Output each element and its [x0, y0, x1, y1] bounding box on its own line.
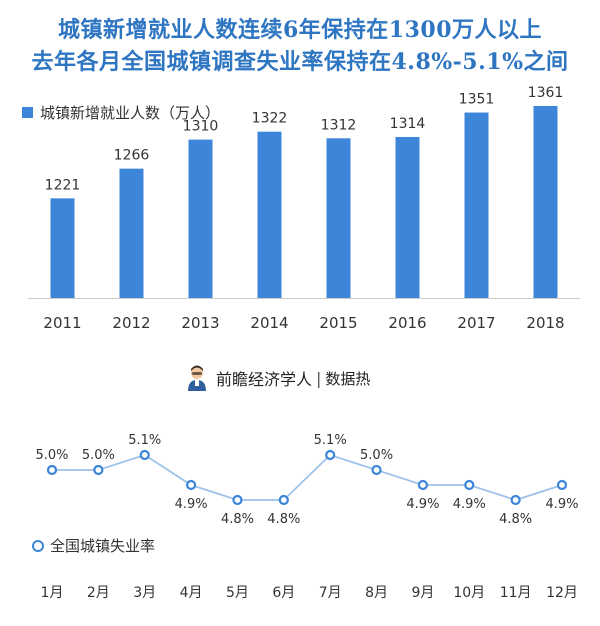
- bar-legend-swatch: [22, 107, 33, 118]
- bar-data-label-2011: 1221: [45, 177, 81, 193]
- line-x-tick-label-8月: 8月: [365, 585, 388, 601]
- line-data-label-2月: 5.0%: [82, 448, 115, 463]
- brand-name: 前瞻经济学人: [216, 370, 313, 389]
- brand-source: 数据热: [325, 369, 371, 388]
- line-point-5月: [232, 494, 243, 506]
- bar-data-label-2017: 1351: [459, 92, 495, 108]
- line-point-9月: [417, 479, 429, 491]
- bar-x-tick-label-2012: 2012: [112, 314, 150, 332]
- line-legend-label: 全国城镇失业率: [50, 537, 156, 555]
- bar-chart: 1221 2011 1266 2012 1310 2013 1322 2014 1312 2015…: [28, 85, 580, 332]
- line-point-12月: [556, 479, 568, 491]
- line-data-label-12月: 4.9%: [545, 497, 578, 512]
- line-point-3月: [139, 449, 150, 461]
- bar-2017: [464, 112, 489, 298]
- line-data-label-9月: 4.9%: [406, 497, 439, 512]
- line-x-tick-label-11月: 11月: [500, 585, 532, 601]
- line-data-label-7月: 5.1%: [314, 433, 347, 448]
- bar-x-tick-label-2015: 2015: [319, 314, 357, 332]
- bar-x-tick-label-2014: 2014: [250, 314, 288, 332]
- line-legend: 全国城镇失业率: [32, 535, 155, 556]
- brand-watermark: 前瞻经济学人 | 数据热: [186, 365, 370, 391]
- bar-2011: [50, 198, 75, 298]
- line-data-label-1月: 5.0%: [35, 448, 68, 463]
- line-x-tick-label-2月: 2月: [87, 585, 110, 601]
- bar-legend: 城镇新增就业人数（万人）: [22, 102, 220, 123]
- bar-legend-label: 城镇新增就业人数（万人）: [40, 104, 221, 122]
- bar-data-label-2016: 1314: [390, 116, 426, 132]
- line-data-label-3月: 5.1%: [128, 433, 161, 448]
- line-x-tick-label-12月: 12月: [546, 585, 578, 601]
- line-point-11月: [510, 494, 521, 506]
- line-point-4月: [185, 479, 197, 491]
- brand-separator: |: [316, 368, 322, 388]
- bar-2016: [395, 136, 420, 298]
- bar-x-tick-label-2013: 2013: [181, 314, 219, 332]
- line-x-tick-label-4月: 4月: [180, 585, 203, 601]
- bar-2014: [257, 131, 282, 298]
- bar-data-label-2013: 1310: [183, 119, 219, 135]
- unemployment-series-line: [52, 453, 563, 501]
- line-data-label-6月: 4.8%: [267, 512, 300, 527]
- chart-title-line-1: 城镇新增就业人数连续6年保持在1300万人以上: [57, 17, 543, 43]
- line-legend-marker: [32, 539, 44, 552]
- chart-title-line-2: 去年各月全国城镇调查失业率保持在4.8%-5.1%之间: [31, 49, 569, 75]
- line-x-tick-label-7月: 7月: [319, 585, 342, 601]
- line-point-2月: [93, 464, 104, 476]
- line-data-label-8月: 5.0%: [360, 448, 393, 463]
- line-x-tick-label-9月: 9月: [411, 585, 434, 601]
- bar-data-label-2015: 1312: [321, 117, 357, 133]
- bar-x-tick-label-2018: 2018: [526, 314, 564, 332]
- bar-data-label-2014: 1322: [252, 111, 288, 127]
- line-x-tick-label-5月: 5月: [226, 585, 249, 601]
- bar-x-tick-label-2011: 2011: [43, 314, 81, 332]
- line-point-6月: [278, 494, 289, 506]
- bar-x-tick-label-2016: 2016: [388, 314, 426, 332]
- line-data-label-4月: 4.9%: [175, 497, 208, 512]
- bar-data-label-2018: 1361: [528, 85, 564, 101]
- line-point-8月: [371, 464, 382, 476]
- line-point-10月: [464, 479, 475, 491]
- line-point-1月: [46, 464, 58, 476]
- bar-data-label-2012: 1266: [114, 148, 150, 164]
- line-data-label-11月: 4.8%: [499, 512, 532, 527]
- line-x-tick-label-1月: 1月: [41, 585, 64, 601]
- line-data-label-5月: 4.8%: [221, 512, 254, 527]
- line-x-tick-label-10月: 10月: [453, 585, 485, 601]
- bar-x-tick-label-2017: 2017: [457, 314, 495, 332]
- bar-2018: [533, 105, 558, 298]
- bar-2012: [119, 168, 144, 298]
- bar-2013: [188, 139, 213, 298]
- line-x-tick-label-3月: 3月: [133, 585, 156, 601]
- bar-2015: [326, 138, 351, 298]
- line-x-tick-label-6月: 6月: [272, 585, 295, 601]
- line-point-7月: [325, 449, 336, 461]
- economist-avatar-icon: [188, 365, 206, 391]
- line-data-label-10月: 4.9%: [453, 497, 486, 512]
